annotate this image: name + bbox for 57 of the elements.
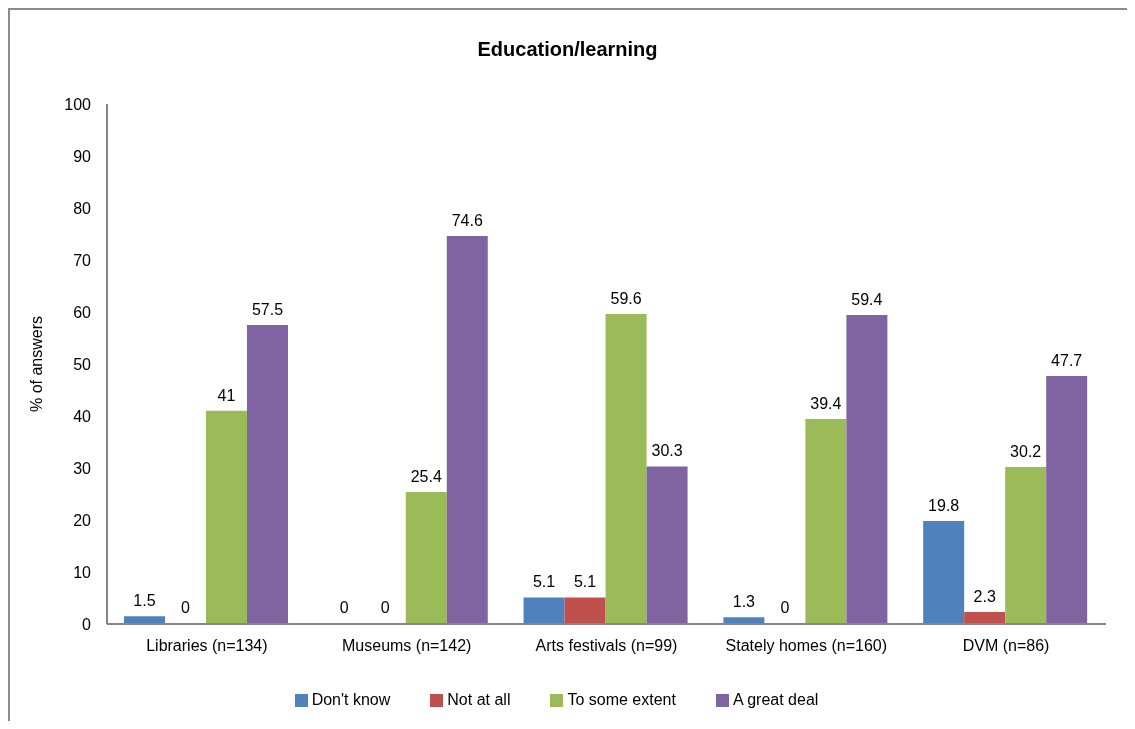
- bar: [923, 521, 965, 624]
- y-tick-label: 70: [73, 251, 92, 269]
- bar: [605, 314, 647, 624]
- data-label: 59.4: [851, 291, 883, 309]
- y-tick-label: 30: [73, 459, 92, 477]
- bar: [246, 325, 288, 624]
- y-tick-label: 60: [73, 303, 92, 321]
- data-label: 5.1: [573, 573, 597, 591]
- x-tick-label: Libraries (n=134): [146, 637, 268, 655]
- data-label: 2.3: [973, 588, 996, 606]
- bar: [564, 597, 606, 624]
- data-label: 0: [780, 599, 790, 616]
- chart-title: Education/learning: [477, 38, 658, 60]
- data-label: 39.4: [810, 395, 842, 413]
- y-tick-label: 10: [73, 563, 92, 581]
- data-label: 59.6: [610, 290, 642, 308]
- legend-label: Not at all: [447, 691, 511, 708]
- x-tick-label: Arts festivals (n=99): [535, 637, 678, 655]
- bar: [446, 236, 488, 624]
- y-tick-label: 40: [73, 407, 92, 425]
- y-tick-label: 100: [64, 95, 92, 113]
- x-tick-label: Museums (n=142): [342, 637, 472, 655]
- bar: [1046, 375, 1088, 624]
- bar: [523, 597, 565, 624]
- x-tick-label: DVM (n=86): [962, 637, 1050, 655]
- bar: [405, 491, 447, 624]
- x-tick-label: Stately homes (n=160): [725, 637, 888, 655]
- y-axis-title: % of answers: [28, 315, 45, 413]
- data-label: 19.8: [928, 497, 960, 515]
- data-label: 57.5: [251, 301, 284, 318]
- data-label: 1.5: [133, 592, 156, 610]
- y-tick-label: 90: [73, 147, 92, 165]
- data-label: 1.3: [732, 593, 756, 611]
- data-label: 47.7: [1051, 351, 1083, 369]
- bar: [205, 410, 247, 624]
- data-label: 0: [181, 599, 191, 616]
- y-tick-label: 50: [73, 355, 92, 373]
- bar: [964, 612, 1006, 624]
- y-tick-label: 80: [73, 199, 92, 217]
- bar: [646, 466, 688, 624]
- y-tick-label: 20: [73, 511, 92, 529]
- legend-label: Don't know: [311, 691, 391, 708]
- bar: [1005, 466, 1047, 624]
- legend-label: A great deal: [732, 691, 819, 708]
- legend-label: To some extent: [567, 691, 676, 708]
- data-label: 30.2: [1010, 442, 1042, 460]
- bar: [123, 616, 165, 624]
- y-tick-label: 0: [82, 615, 92, 633]
- data-label: 30.3: [651, 442, 683, 460]
- data-label: 0: [380, 599, 390, 616]
- data-label: 0: [339, 599, 349, 616]
- bar: [846, 315, 888, 624]
- data-label: 5.1: [532, 573, 556, 591]
- bar: [805, 419, 847, 624]
- data-label: 41: [217, 386, 236, 404]
- data-label: 25.4: [410, 467, 442, 485]
- data-label: 74.6: [451, 212, 483, 230]
